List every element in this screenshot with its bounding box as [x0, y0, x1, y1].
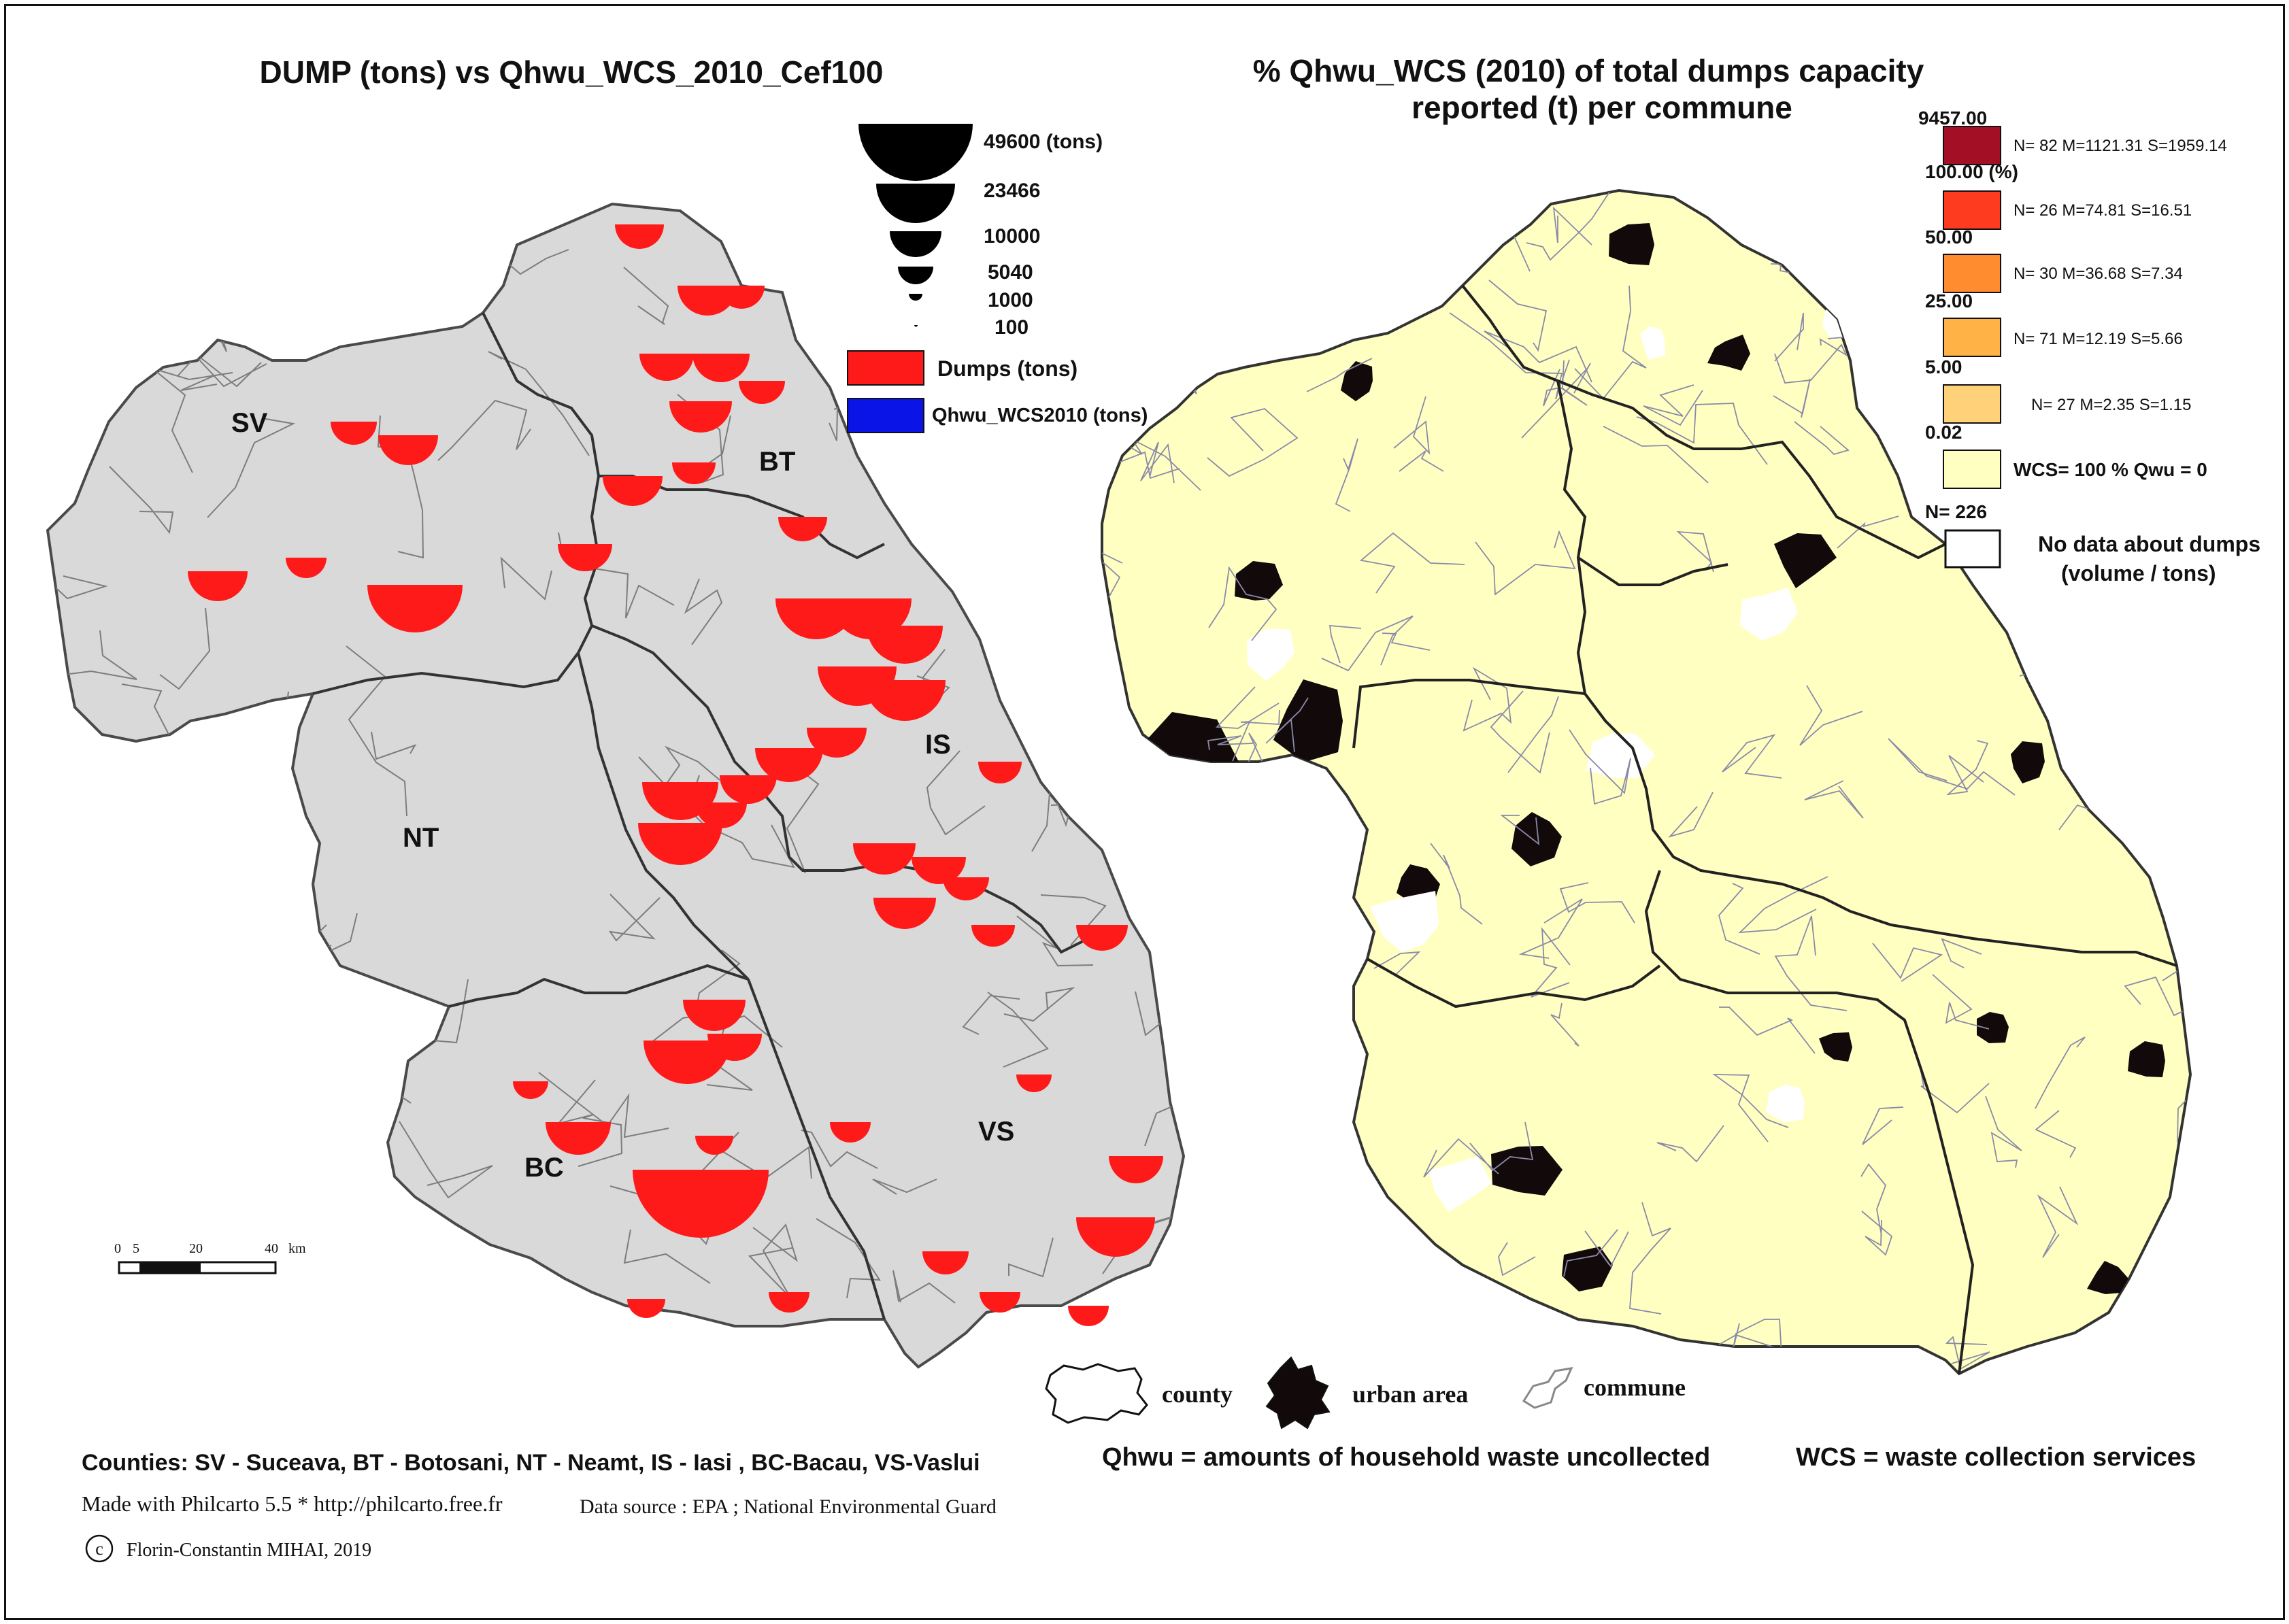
left-map: SV BT NT IS BC VS	[46, 202, 1186, 1369]
county-shape-icon	[1045, 1363, 1148, 1424]
class-swatch-4	[1943, 318, 2001, 357]
right-map-title-line1: % Qhwu_WCS (2010) of total dumps capacit…	[1253, 53, 1924, 88]
shape-label-urban: urban area	[1352, 1381, 1468, 1408]
commune-shape-icon	[1522, 1367, 1573, 1409]
urban-area-icon	[1265, 1356, 1331, 1430]
copyright-symbol: c	[95, 1539, 103, 1559]
class-lower-2: 50.00	[1925, 226, 1973, 248]
size-symbol-10000	[890, 231, 941, 257]
size-label-5040: 5040	[988, 261, 1033, 284]
class-swatch-3	[1943, 254, 2001, 293]
class-swatch-6	[1943, 450, 2001, 489]
county-label-is: IS	[925, 730, 951, 760]
scale-tick-40: 40	[265, 1241, 278, 1256]
footer-data-source: Data source : EPA ; National Environment…	[580, 1495, 997, 1518]
class-lower-1: 100.00 (%)	[1925, 161, 2018, 182]
class-total: N= 226	[1925, 501, 1987, 522]
class-swatch-1	[1943, 126, 2001, 165]
left-proportional-symbols	[188, 224, 1163, 1326]
left-region-outline	[46, 202, 1186, 1369]
size-symbol-23466	[876, 184, 955, 223]
footer-qhwu-def: Qhwu = amounts of household waste uncoll…	[1102, 1443, 1710, 1472]
size-symbol-5040	[898, 267, 933, 284]
scale-unit: km	[288, 1241, 306, 1256]
size-legend: 49600 (tons) 23466 10000 5040 1000 100	[858, 124, 1103, 339]
footer-copyright: Florin-Constantin MIHAI, 2019	[127, 1540, 371, 1561]
right-county-boundaries	[1352, 284, 2177, 1374]
county-label-bt: BT	[759, 447, 795, 477]
legend-label-qhwu: Qhwu_WCS2010 (tons)	[932, 405, 1148, 426]
class-max-value: 9457.00	[1918, 107, 1987, 129]
county-label-sv: SV	[231, 408, 268, 438]
class-lower-4: 5.00	[1925, 356, 1962, 377]
size-label-100: 100	[995, 316, 1029, 339]
shape-label-county: county	[1162, 1381, 1233, 1408]
size-label-10000: 10000	[984, 225, 1040, 248]
color-legend: Dumps (tons) Qhwu_WCS2010 (tons)	[847, 350, 1148, 433]
scale-tick-5: 5	[133, 1241, 139, 1256]
footer-counties: Counties: SV - Suceava, BT - Botosani, N…	[82, 1450, 980, 1476]
class-lower-5: 0.02	[1925, 422, 1962, 443]
class-stats-2: N= 26 M=74.81 S=16.51	[2014, 201, 2192, 220]
scale-bar: 0 5 20 40 km	[114, 1241, 306, 1274]
figure-frame	[4, 4, 2285, 1620]
shape-legend: county urban area commune	[1045, 1356, 1686, 1430]
size-symbol-100	[914, 325, 918, 327]
class-stats-5: N= 27 M=2.35 S=1.15	[2031, 396, 2192, 414]
left-county-labels: SV BT NT IS BC VS	[231, 408, 1014, 1183]
legend-label-dumps: Dumps (tons)	[937, 356, 1077, 381]
class-nodata-line2: (volume / tons)	[2061, 561, 2216, 586]
right-commune-choropleth	[1139, 223, 2165, 1294]
class-stats-4: N= 71 M=12.19 S=5.66	[2014, 330, 2183, 348]
left-map-title: DUMP (tons) vs Qhwu_WCS_2010_Cef100	[260, 54, 884, 90]
legend-swatch-qhwu	[847, 398, 924, 433]
class-legend: 9457.00 N= 82 M=1121.31 S=1959.14 100.00…	[1918, 107, 2260, 586]
copyright-icon	[85, 1534, 114, 1563]
class-swatch-2	[1943, 190, 2001, 230]
left-county-boundaries	[312, 312, 1089, 1320]
scale-bar-segment	[139, 1262, 201, 1273]
class-lower-3: 25.00	[1925, 290, 1973, 311]
county-label-vs: VS	[978, 1117, 1014, 1147]
size-symbol-1000	[909, 294, 922, 301]
size-label-1000: 1000	[988, 289, 1033, 311]
shape-label-commune: commune	[1584, 1374, 1686, 1401]
right-region-outline	[1101, 188, 2192, 1376]
class-stats-1: N= 82 M=1121.31 S=1959.14	[2014, 137, 2227, 155]
class-swatch-nodata	[1944, 529, 2001, 569]
footer: Counties: SV - Suceava, BT - Botosani, N…	[82, 1443, 2196, 1563]
legend-swatch-dumps	[847, 350, 924, 386]
footer-made-with: Made with Philcarto 5.5 * http://philcar…	[82, 1491, 503, 1516]
county-label-bc: BC	[524, 1153, 564, 1183]
size-symbol-49600	[858, 124, 973, 181]
class-swatch-5	[1943, 384, 2001, 424]
county-label-nt: NT	[403, 823, 439, 853]
right-map-title-line2: reported (t) per commune	[1411, 90, 1792, 125]
class-nodata-line1: No data about dumps	[2038, 532, 2260, 556]
size-label-23466: 23466	[984, 180, 1040, 202]
right-map	[1101, 188, 2192, 1376]
scale-tick-20: 20	[189, 1241, 203, 1256]
class-stats-3: N= 30 M=36.68 S=7.34	[2014, 265, 2183, 283]
class-stats-6: WCS= 100 % Qwu = 0	[2014, 459, 2207, 480]
scale-tick-0: 0	[114, 1241, 121, 1256]
size-label-49600: 49600 (tons)	[984, 131, 1103, 153]
footer-wcs-def: WCS = waste collection services	[1796, 1443, 2196, 1472]
